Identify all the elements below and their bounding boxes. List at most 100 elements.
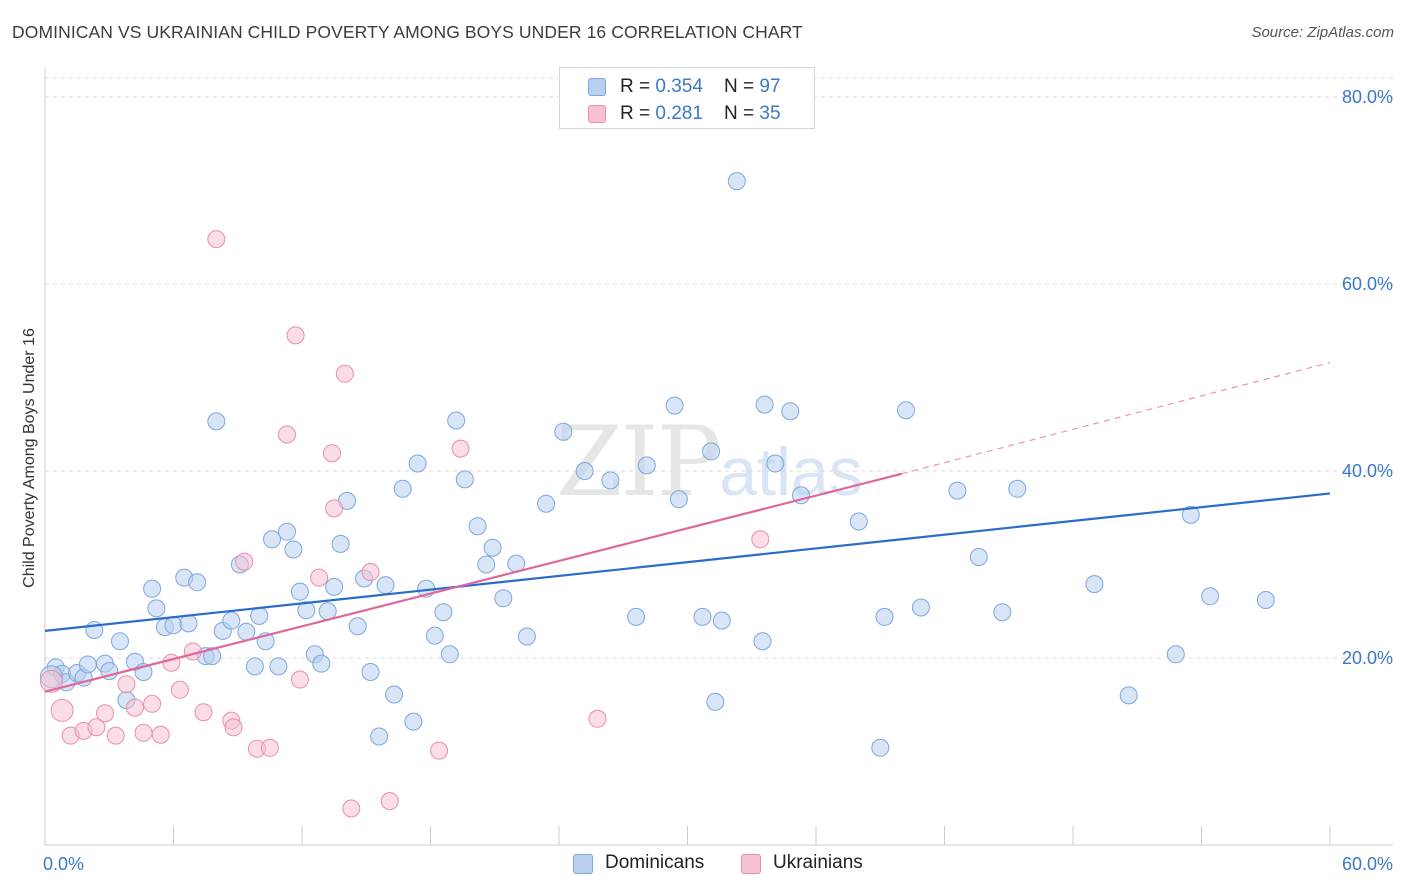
dominican-point: [385, 685, 404, 704]
dominican-point: [993, 603, 1012, 622]
dominican-point: [1181, 505, 1200, 524]
ukrainian-point: [117, 675, 136, 694]
dominican-point: [361, 663, 380, 681]
dominican-point: [627, 607, 646, 626]
ukrainian-trend-extension: [901, 361, 1331, 475]
dominican-point: [269, 657, 288, 676]
dominican-point: [393, 479, 412, 498]
ukrainian-point: [286, 326, 305, 345]
ukrainian-point: [162, 653, 181, 672]
dominican-point: [425, 626, 444, 645]
dominican-point: [948, 481, 967, 500]
ukrainian-point: [170, 680, 189, 699]
data-points: [39, 172, 1275, 818]
dominican-point: [348, 617, 367, 636]
y-tick-label: 60.0%: [1342, 274, 1393, 294]
legend-swatch-blue: [588, 78, 606, 96]
source-label: Source: ZipAtlas.com: [1251, 24, 1394, 41]
dominican-point: [875, 607, 894, 626]
y-tick-label: 40.0%: [1342, 461, 1393, 481]
dominican-point: [665, 396, 684, 415]
ukrainian-point: [430, 741, 449, 760]
dominican-point: [702, 442, 721, 461]
legend-r-value: 0.281: [655, 103, 703, 124]
dominican-point: [1256, 591, 1275, 609]
dominican-point: [575, 462, 594, 480]
ukrainian-point: [588, 709, 607, 728]
ukrainian-point: [342, 799, 361, 818]
x-tick-label-min: 0.0%: [43, 854, 84, 874]
watermark-atlas: atlas: [719, 434, 863, 510]
dominican-point: [376, 576, 395, 595]
dominican-point: [897, 401, 915, 420]
dominican-point: [143, 579, 162, 598]
dominican-point: [404, 712, 423, 731]
dominican-point: [207, 412, 226, 431]
dominican-point: [477, 555, 496, 574]
ukrainian-point: [310, 568, 329, 587]
correlation-legend: R = 0.354 N = 97 R = 0.281 N = 35: [559, 67, 815, 129]
dominican-point: [753, 632, 772, 651]
dominican-point: [849, 512, 868, 531]
ukrainian-point: [260, 738, 279, 757]
dominican-point: [147, 599, 166, 618]
legend-r-label: R =: [620, 103, 656, 124]
ukrainian-point: [380, 792, 399, 811]
dominican-point: [1201, 587, 1220, 606]
axes: [44, 68, 1393, 846]
dominican-point: [278, 522, 296, 541]
dominican-point: [468, 517, 487, 536]
ukrainian-point: [235, 552, 254, 571]
ukrainian-point: [751, 530, 770, 549]
dominican-point: [408, 454, 427, 473]
dominican-point: [755, 395, 774, 414]
legend-swatch-pink: [588, 105, 606, 123]
dominican-point: [78, 655, 97, 674]
chart-title: DOMINICAN VS UKRAINIAN CHILD POVERTY AMO…: [12, 22, 803, 42]
ukrainian-point: [290, 670, 309, 689]
bottom-legend-label: Ukrainians: [773, 852, 863, 873]
dominican-point: [455, 470, 474, 489]
ukrainian-point: [87, 718, 106, 737]
dominican-point: [222, 611, 241, 630]
grid-lines: [45, 77, 1393, 659]
dominican-point: [871, 738, 890, 757]
dominican-point: [554, 422, 573, 441]
zipatlas-watermark: ZIPatlas: [556, 406, 863, 518]
dominican-point: [179, 614, 198, 633]
legend-n-label: N =: [724, 76, 760, 97]
ukrainian-point: [361, 563, 380, 581]
dominican-point: [434, 603, 453, 622]
dominican-point: [312, 654, 331, 673]
ukrainian-point: [151, 725, 170, 744]
legend-n-value: 97: [759, 76, 781, 97]
dominican-point: [693, 607, 712, 626]
dominican-point: [297, 601, 316, 620]
dominican-point: [263, 530, 281, 549]
dominican-point: [245, 657, 264, 676]
dominican-point: [203, 647, 222, 666]
tick-labels: 20.0% 40.0% 60.0% 80.0% 0.0% 60.0%: [43, 87, 1393, 874]
dominican-point: [483, 538, 502, 557]
dominican-point: [669, 490, 688, 509]
dominican-point: [517, 627, 536, 646]
dominican-point: [494, 589, 513, 608]
ukrainian-point: [451, 439, 470, 458]
trend-lines: [44, 361, 1331, 693]
ukrainian-point: [323, 444, 341, 463]
x-tick-label-max: 60.0%: [1342, 854, 1393, 874]
dominican-point: [537, 494, 556, 513]
ukrainian-point: [50, 698, 74, 722]
bottom-legend-label: Dominicans: [605, 852, 705, 873]
ukrainian-point: [207, 230, 226, 249]
dominican-point: [447, 411, 466, 430]
ukrainian-point: [134, 723, 153, 742]
ukrainian-point: [224, 718, 243, 737]
dominican-point: [1085, 575, 1104, 594]
ukrainian-trend-line: [44, 472, 902, 693]
dominican-point: [250, 606, 269, 625]
dominican-point: [766, 454, 785, 473]
dominican-point: [1008, 479, 1027, 498]
dominican-point: [111, 632, 129, 651]
